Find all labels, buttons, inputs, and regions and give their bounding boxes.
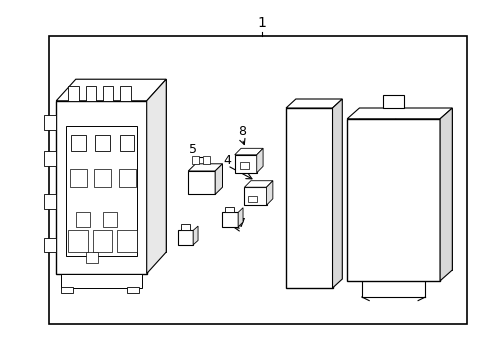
Bar bbox=[120, 86, 130, 101]
Bar bbox=[44, 151, 56, 166]
Bar bbox=[85, 86, 96, 101]
Bar bbox=[234, 155, 256, 173]
Text: 5: 5 bbox=[189, 143, 197, 156]
Bar bbox=[76, 79, 166, 252]
Bar bbox=[192, 156, 199, 164]
Bar bbox=[94, 169, 111, 187]
Bar bbox=[120, 135, 134, 151]
Bar bbox=[93, 230, 112, 252]
Bar bbox=[76, 212, 90, 227]
Bar bbox=[239, 162, 249, 169]
Bar bbox=[225, 207, 234, 212]
Text: 8: 8 bbox=[238, 125, 245, 138]
Bar bbox=[70, 169, 87, 187]
Polygon shape bbox=[56, 79, 166, 101]
Bar bbox=[346, 119, 439, 281]
Polygon shape bbox=[266, 181, 272, 205]
Bar bbox=[382, 95, 404, 108]
Bar bbox=[127, 287, 139, 293]
Bar bbox=[68, 86, 79, 101]
Bar bbox=[85, 252, 98, 263]
Bar bbox=[119, 169, 136, 187]
Polygon shape bbox=[439, 108, 451, 281]
Bar bbox=[222, 212, 238, 227]
Bar bbox=[56, 101, 146, 274]
Polygon shape bbox=[188, 164, 222, 171]
Bar bbox=[188, 171, 215, 194]
Polygon shape bbox=[146, 79, 166, 274]
Bar bbox=[68, 230, 88, 252]
Bar bbox=[66, 126, 137, 256]
Bar bbox=[203, 156, 209, 164]
Polygon shape bbox=[215, 164, 222, 194]
Bar bbox=[248, 196, 257, 202]
Bar bbox=[117, 230, 137, 252]
Bar bbox=[61, 287, 73, 293]
Text: 7: 7 bbox=[238, 217, 245, 230]
Bar bbox=[178, 230, 193, 245]
Polygon shape bbox=[285, 99, 342, 108]
Polygon shape bbox=[346, 108, 451, 119]
Bar bbox=[181, 224, 189, 230]
Bar bbox=[102, 86, 113, 101]
Bar bbox=[44, 115, 56, 130]
Bar bbox=[44, 194, 56, 209]
Text: 2: 2 bbox=[394, 139, 402, 152]
Text: 4: 4 bbox=[223, 154, 231, 167]
Bar bbox=[359, 108, 451, 270]
Polygon shape bbox=[244, 181, 272, 187]
Text: 3: 3 bbox=[296, 139, 304, 152]
Bar bbox=[285, 108, 332, 288]
Bar bbox=[102, 212, 117, 227]
Bar bbox=[44, 238, 56, 252]
Bar bbox=[61, 274, 142, 288]
Polygon shape bbox=[193, 226, 198, 245]
Text: 6: 6 bbox=[179, 226, 187, 239]
Polygon shape bbox=[256, 148, 263, 173]
Polygon shape bbox=[238, 208, 243, 227]
Bar bbox=[71, 135, 85, 151]
Bar bbox=[244, 187, 266, 205]
Polygon shape bbox=[332, 99, 342, 288]
Bar bbox=[95, 135, 110, 151]
Bar bbox=[49, 36, 466, 324]
Text: 1: 1 bbox=[257, 17, 265, 30]
Polygon shape bbox=[234, 148, 263, 155]
